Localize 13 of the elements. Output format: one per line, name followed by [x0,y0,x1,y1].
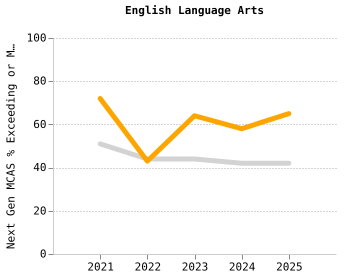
chart-title: English Language Arts [124,4,264,17]
x-tick-label: 2022 [134,260,162,274]
y-tick-label: 0 [40,248,46,260]
y-tick-label: 80 [33,74,46,88]
y-tick-label: 20 [33,204,46,218]
x-tick-label: 2023 [182,260,208,274]
y-tick-label: 60 [33,118,46,131]
x-tick-label: 2021 [87,260,114,274]
x-tick-label: 2024 [228,260,256,274]
y-tick-label: 40 [33,161,46,174]
x-tick-label: 2025 [276,260,303,274]
y-tick-label: 100 [26,32,46,44]
y-axis-title: Next Gen MCAS % Exceeding or M… [4,43,18,250]
